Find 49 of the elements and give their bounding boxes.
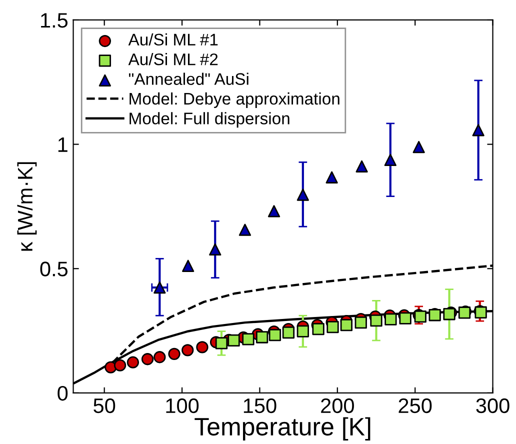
point xyxy=(238,224,252,236)
x-axis-title: Temperature [K] xyxy=(194,417,370,441)
point xyxy=(268,205,280,218)
point xyxy=(209,243,222,256)
point xyxy=(384,154,396,166)
point xyxy=(282,326,295,339)
legend-label: Au/Si ML #2 xyxy=(128,53,218,66)
point xyxy=(296,325,309,338)
point xyxy=(412,140,425,154)
x-tick-label: 200 xyxy=(321,398,354,414)
x-tick-label: 250 xyxy=(398,398,432,414)
legend-label: Model: Full dispersion xyxy=(130,112,290,128)
y-tick-label: 0.5 xyxy=(40,262,68,276)
x-tick-label: 300 xyxy=(476,398,510,414)
legend-label: Model: Debye approximation xyxy=(130,92,340,108)
y-tick-label: 1.5 xyxy=(41,13,68,28)
point xyxy=(196,341,208,354)
point xyxy=(354,316,367,329)
point xyxy=(141,353,154,366)
point xyxy=(384,313,397,326)
point xyxy=(399,312,412,324)
point xyxy=(228,334,240,347)
point xyxy=(168,348,180,360)
point xyxy=(256,331,268,344)
y-axis-title: κ [W/m·K] xyxy=(17,162,37,251)
point xyxy=(268,328,282,342)
x-tick-label: 100 xyxy=(166,398,199,414)
legend-label: Au/Si ML #1 xyxy=(128,33,218,46)
point xyxy=(370,314,382,327)
point xyxy=(182,344,194,356)
point xyxy=(326,320,339,334)
point xyxy=(215,337,228,350)
y-tick-label: 1 xyxy=(58,138,68,152)
point xyxy=(154,281,166,294)
point xyxy=(340,318,352,332)
point xyxy=(182,260,194,272)
legend-label: "Annealed" AuSi xyxy=(128,72,248,85)
point xyxy=(114,359,126,372)
point xyxy=(126,356,140,368)
point xyxy=(326,171,338,184)
point xyxy=(472,124,484,136)
x-tick-label: 150 xyxy=(244,398,276,414)
point xyxy=(296,188,309,201)
y-tick-label: 0 xyxy=(58,386,68,401)
point xyxy=(312,322,324,336)
point xyxy=(356,160,368,173)
point xyxy=(242,333,254,346)
point xyxy=(154,351,166,364)
x-tick-label: 50 xyxy=(94,398,116,414)
